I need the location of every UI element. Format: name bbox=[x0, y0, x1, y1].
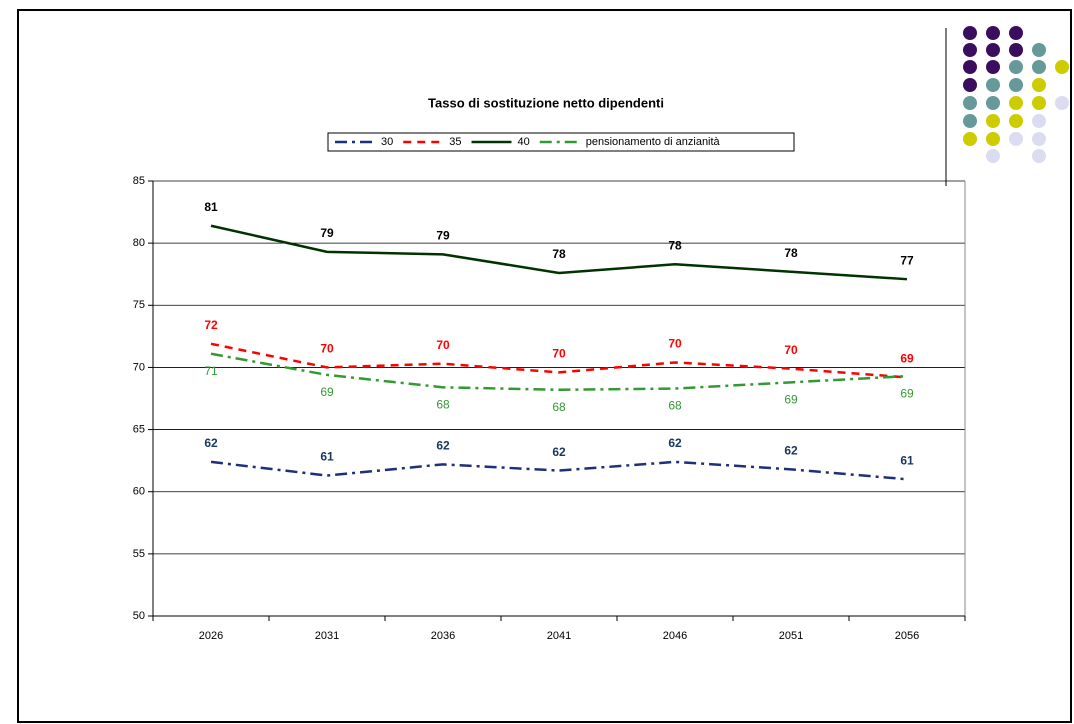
x-tick-label: 2036 bbox=[431, 630, 455, 642]
y-tick-label: 80 bbox=[133, 237, 145, 249]
value-label: 68 bbox=[552, 400, 566, 414]
value-label: 61 bbox=[320, 450, 334, 464]
x-tick-label: 2056 bbox=[895, 630, 919, 642]
y-tick-label: 55 bbox=[133, 548, 145, 560]
y-tick-label: 50 bbox=[133, 610, 145, 622]
x-tick-label: 2046 bbox=[663, 630, 687, 642]
y-tick-label: 60 bbox=[133, 486, 145, 498]
value-label: 68 bbox=[436, 397, 450, 411]
series-line bbox=[210, 352, 908, 392]
series-line bbox=[210, 224, 908, 281]
value-label: 70 bbox=[436, 338, 450, 352]
value-label: 69 bbox=[784, 393, 798, 407]
x-tick-label: 2031 bbox=[315, 630, 339, 642]
x-tick-label: 2026 bbox=[199, 630, 223, 642]
value-label: 62 bbox=[668, 436, 682, 450]
legend-label: 30 bbox=[381, 136, 393, 148]
value-label: 70 bbox=[784, 343, 798, 357]
value-label: 61 bbox=[900, 453, 914, 467]
slide-frame bbox=[17, 9, 1072, 723]
value-label: 70 bbox=[320, 342, 334, 356]
value-label: 62 bbox=[552, 445, 566, 459]
value-label: 71 bbox=[204, 364, 218, 378]
y-tick-label: 65 bbox=[133, 423, 145, 435]
value-label: 79 bbox=[320, 226, 334, 240]
value-label: 79 bbox=[436, 229, 450, 243]
value-label: 62 bbox=[784, 444, 798, 458]
legend-label: pensionamento di anzianità bbox=[586, 136, 721, 148]
value-label: 78 bbox=[784, 246, 798, 260]
decoration-dots bbox=[963, 26, 1069, 163]
value-label: 70 bbox=[668, 337, 682, 351]
series-line bbox=[210, 460, 908, 481]
legend-label: 40 bbox=[518, 136, 530, 148]
series-line bbox=[210, 342, 908, 379]
legend-box bbox=[327, 132, 795, 152]
x-tick-label: 2041 bbox=[547, 630, 571, 642]
legend-label: 35 bbox=[449, 136, 461, 148]
y-tick-label: 70 bbox=[133, 361, 145, 373]
value-label: 69 bbox=[900, 386, 914, 400]
value-label: 69 bbox=[900, 352, 914, 366]
y-tick-label: 85 bbox=[133, 175, 145, 187]
value-label: 62 bbox=[204, 436, 218, 450]
value-label: 62 bbox=[436, 439, 450, 453]
value-label: 81 bbox=[204, 200, 218, 214]
value-label: 78 bbox=[552, 247, 566, 261]
x-tick-label: 2051 bbox=[779, 630, 803, 642]
value-label: 78 bbox=[668, 238, 682, 252]
value-label: 77 bbox=[900, 253, 914, 267]
chart-title: Tasso di sostituzione netto dipendenti bbox=[428, 95, 664, 110]
value-label: 72 bbox=[204, 318, 218, 332]
value-label: 68 bbox=[668, 399, 682, 413]
value-label: 69 bbox=[320, 385, 334, 399]
value-label: 70 bbox=[552, 347, 566, 361]
y-tick-label: 75 bbox=[133, 299, 145, 311]
